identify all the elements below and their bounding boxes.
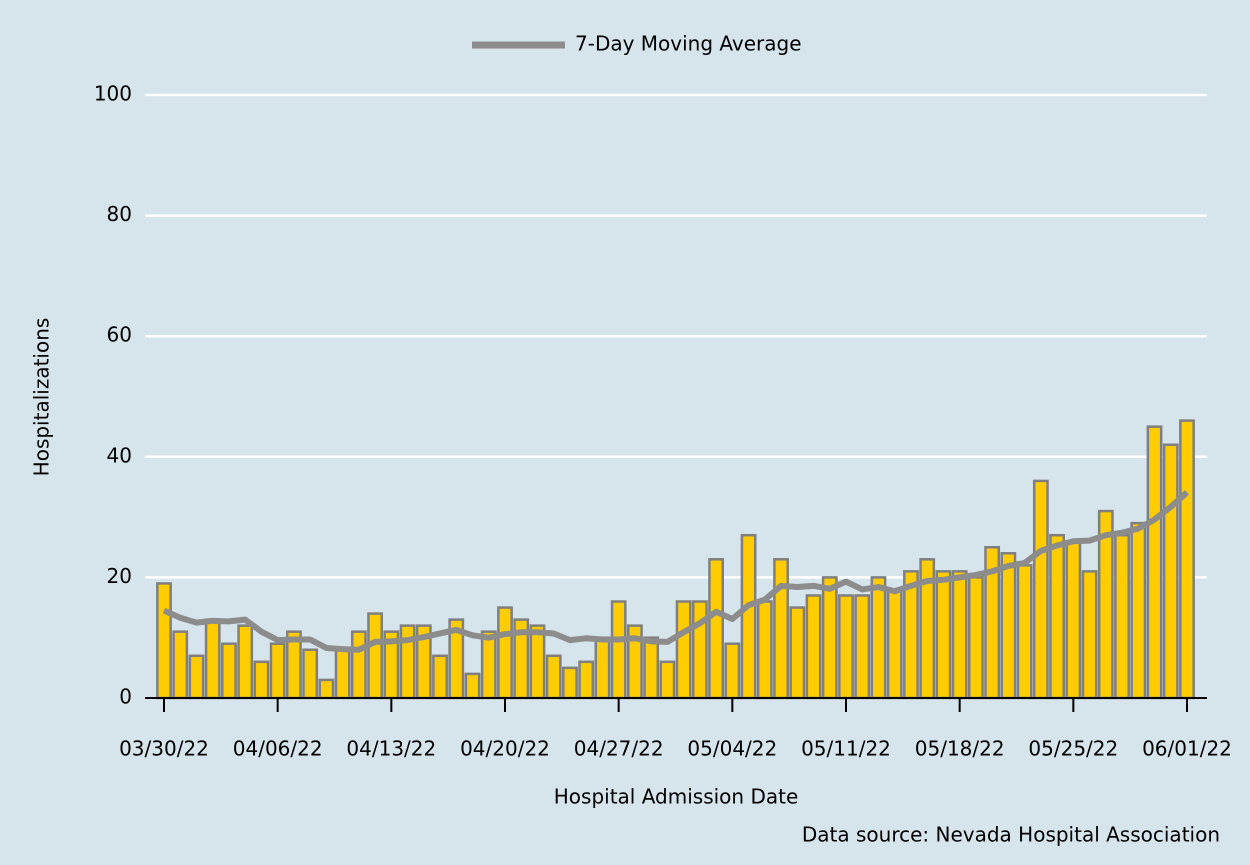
- bar: [610, 600, 627, 700]
- bar: [204, 618, 221, 700]
- bar: [497, 606, 513, 700]
- bar: [951, 570, 968, 700]
- x-tick-label: 04/06/22: [233, 737, 323, 761]
- bar: [1065, 539, 1082, 700]
- bar: [1114, 533, 1130, 700]
- bar: [302, 648, 319, 700]
- bar: [691, 600, 708, 700]
- x-axis-title: Hospital Admission Date: [554, 785, 799, 809]
- x-tick-label: 04/20/22: [460, 737, 550, 761]
- bar: [773, 558, 789, 700]
- bar: [821, 576, 838, 700]
- y-tick-label: 0: [119, 685, 132, 709]
- x-tick-label: 06/01/22: [1142, 737, 1232, 761]
- bar: [1179, 419, 1195, 700]
- x-tick-label: 04/13/22: [346, 737, 436, 761]
- bar: [432, 654, 448, 700]
- bar: [318, 678, 335, 700]
- y-tick-label: 40: [107, 443, 132, 467]
- x-tick-label: 05/11/22: [801, 737, 891, 761]
- bar: [350, 630, 367, 700]
- source-note: Data source: Nevada Hospital Association: [802, 823, 1220, 847]
- bar: [1146, 425, 1163, 700]
- bar: [529, 624, 546, 700]
- x-tick-label: 03/30/22: [119, 737, 209, 761]
- bar: [1130, 521, 1147, 700]
- bar: [1000, 552, 1017, 700]
- bar: [886, 588, 903, 700]
- bar: [838, 594, 854, 700]
- bar: [1016, 564, 1033, 700]
- bar: [464, 672, 481, 700]
- bar: [740, 533, 757, 700]
- bar: [237, 624, 254, 700]
- y-tick-label: 100: [94, 82, 132, 106]
- legend-label: 7-Day Moving Average: [575, 32, 802, 56]
- x-tick-label: 04/27/22: [574, 737, 664, 761]
- moving-average-line: [162, 490, 1189, 653]
- x-tick-label: 05/04/22: [687, 737, 777, 761]
- bar: [967, 576, 984, 700]
- bar: [1081, 570, 1098, 700]
- x-tick-label: 05/18/22: [915, 737, 1005, 761]
- bar: [708, 558, 725, 700]
- bar: [188, 654, 205, 700]
- bar: [659, 660, 676, 700]
- bar: [675, 600, 692, 700]
- bar: [1049, 533, 1066, 700]
- bar: [870, 576, 887, 700]
- bar: [253, 660, 270, 700]
- y-tick-label: 20: [107, 564, 132, 588]
- bar: [854, 594, 871, 700]
- bar: [594, 636, 611, 700]
- y-axis-title: Hospitalizations: [30, 318, 54, 477]
- bar: [805, 594, 822, 700]
- x-tick-label: 05/25/22: [1028, 737, 1118, 761]
- y-tick-label: 60: [107, 323, 132, 347]
- bar: [480, 630, 497, 700]
- bar: [578, 660, 595, 700]
- bar: [545, 654, 562, 700]
- bar: [756, 600, 773, 700]
- bar: [367, 612, 384, 700]
- bar: [334, 648, 351, 700]
- bar: [1032, 479, 1049, 700]
- bar: [789, 606, 806, 700]
- bar: [1162, 443, 1179, 700]
- bar: [156, 582, 172, 700]
- bar: [562, 666, 578, 700]
- bar: [221, 642, 237, 700]
- y-tick-label: 80: [107, 202, 132, 226]
- bar: [935, 570, 952, 700]
- bar: [643, 636, 660, 700]
- bar: [724, 642, 741, 700]
- bar: [172, 630, 189, 700]
- bar: [269, 642, 286, 700]
